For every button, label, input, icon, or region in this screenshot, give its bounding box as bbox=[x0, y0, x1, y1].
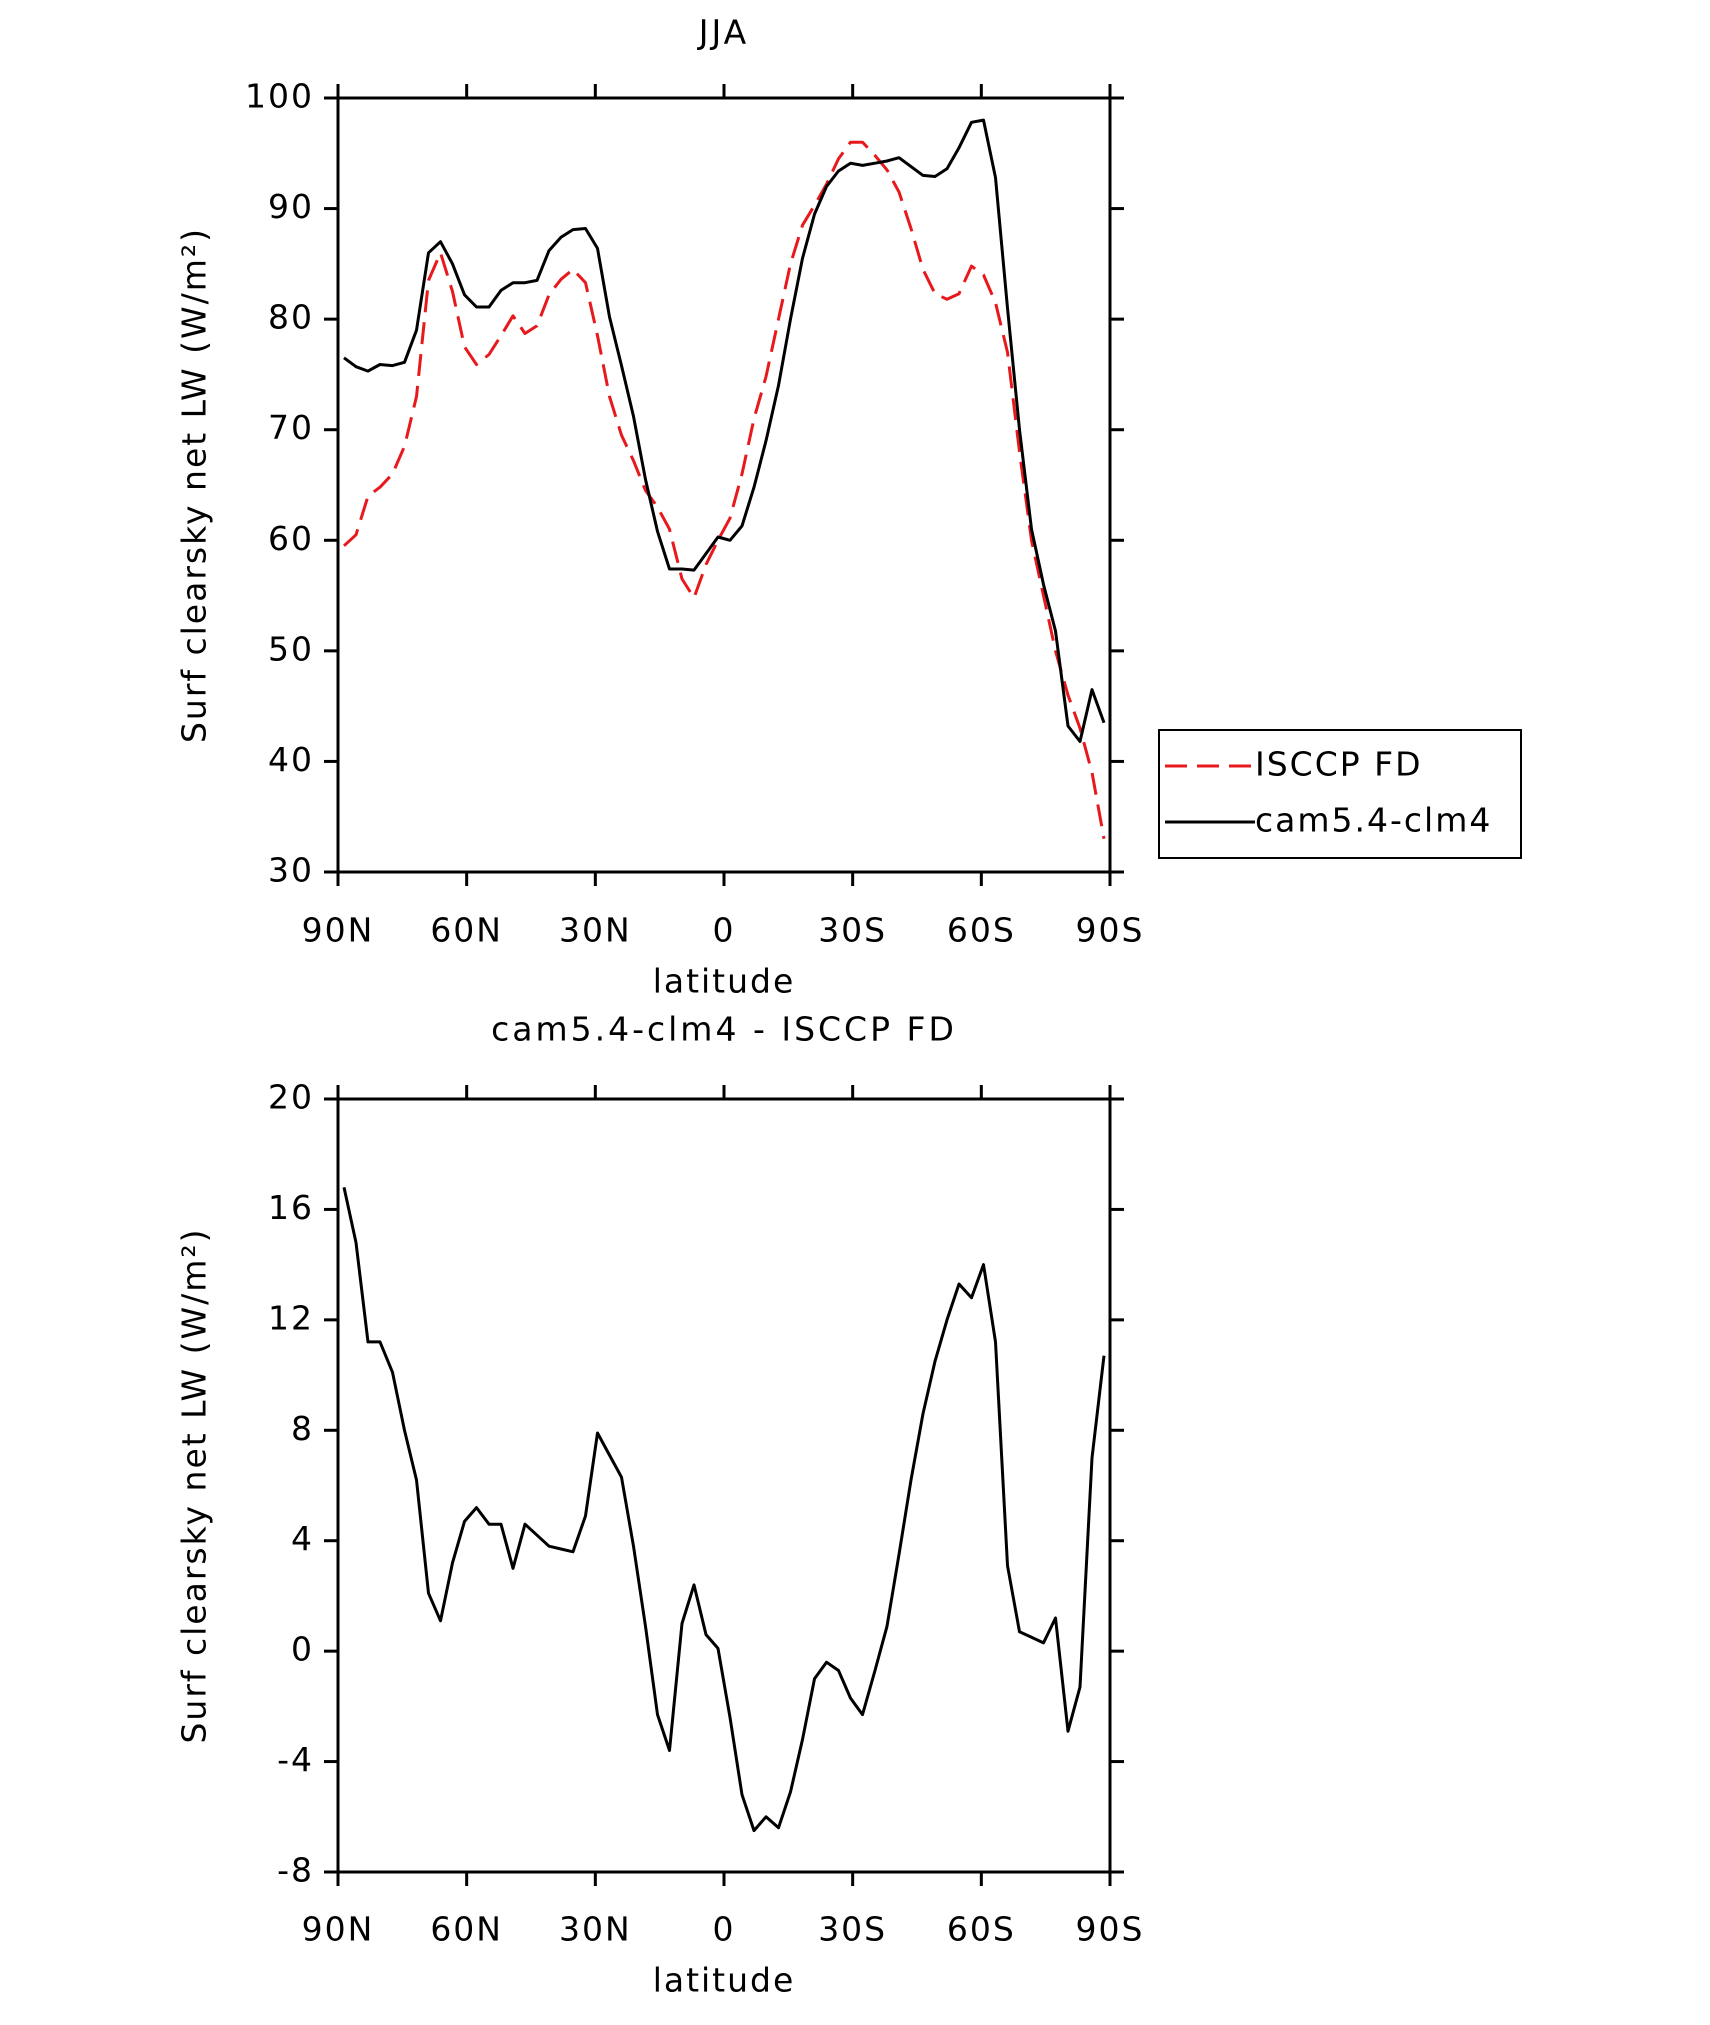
y-tick-label: 60 bbox=[268, 519, 314, 558]
legend-box bbox=[1158, 729, 1522, 859]
y-tick-label: 16 bbox=[268, 1188, 314, 1227]
x-tick-label: 30S bbox=[818, 1910, 887, 1949]
y-tick-label: 70 bbox=[268, 408, 314, 447]
legend-label: cam5.4-clm4 bbox=[1255, 801, 1492, 840]
x-tick-label: 60S bbox=[947, 1910, 1016, 1949]
x-tick-label: 60N bbox=[430, 1910, 503, 1949]
legend-label: ISCCP FD bbox=[1255, 745, 1423, 784]
y-tick-label: 80 bbox=[268, 298, 314, 337]
chart-title: JJA bbox=[697, 13, 749, 52]
x-axis-label: latitude bbox=[653, 1961, 796, 2000]
y-tick-label: 90 bbox=[268, 187, 314, 226]
x-tick-label: 90S bbox=[1076, 1910, 1145, 1949]
plot-frame bbox=[336, 1097, 1112, 1874]
y-tick-label: 40 bbox=[268, 740, 314, 779]
x-tick-label: 60S bbox=[947, 911, 1016, 950]
x-tick-label: 60N bbox=[430, 911, 503, 950]
y-tick-label: 50 bbox=[268, 629, 314, 668]
x-tick-label: 30N bbox=[559, 1910, 632, 1949]
y-tick-label: 20 bbox=[268, 1078, 314, 1117]
x-tick-label: 90N bbox=[302, 911, 375, 950]
data-line bbox=[342, 1186, 1106, 1833]
data-line bbox=[343, 118, 1106, 743]
y-tick-label: 4 bbox=[291, 1519, 314, 1558]
x-tick-label: 0 bbox=[713, 1910, 736, 1949]
y-tick-label: 0 bbox=[291, 1630, 314, 1669]
y-tick-label: 8 bbox=[291, 1409, 314, 1448]
y-tick-label: 100 bbox=[245, 77, 314, 116]
chart-title: cam5.4-clm4 - ISCCP FD bbox=[491, 1010, 957, 1049]
y-axis-label: Surf clearsky net LW (W/m²) bbox=[175, 1227, 214, 1743]
y-axis-label: Surf clearsky net LW (W/m²) bbox=[175, 227, 214, 743]
y-tick-label: -4 bbox=[277, 1740, 314, 1779]
x-axis-label: latitude bbox=[653, 962, 796, 1001]
x-tick-label: 90S bbox=[1076, 911, 1145, 950]
x-tick-label: 0 bbox=[713, 911, 736, 950]
x-tick-label: 30S bbox=[818, 911, 887, 950]
y-tick-label: 12 bbox=[268, 1298, 314, 1337]
x-tick-label: 90N bbox=[302, 1910, 375, 1949]
plot-frame bbox=[336, 96, 1112, 874]
y-tick-label: -8 bbox=[277, 1851, 314, 1890]
data-line bbox=[342, 140, 1106, 840]
y-tick-label: 30 bbox=[268, 851, 314, 890]
x-tick-label: 30N bbox=[559, 911, 632, 950]
